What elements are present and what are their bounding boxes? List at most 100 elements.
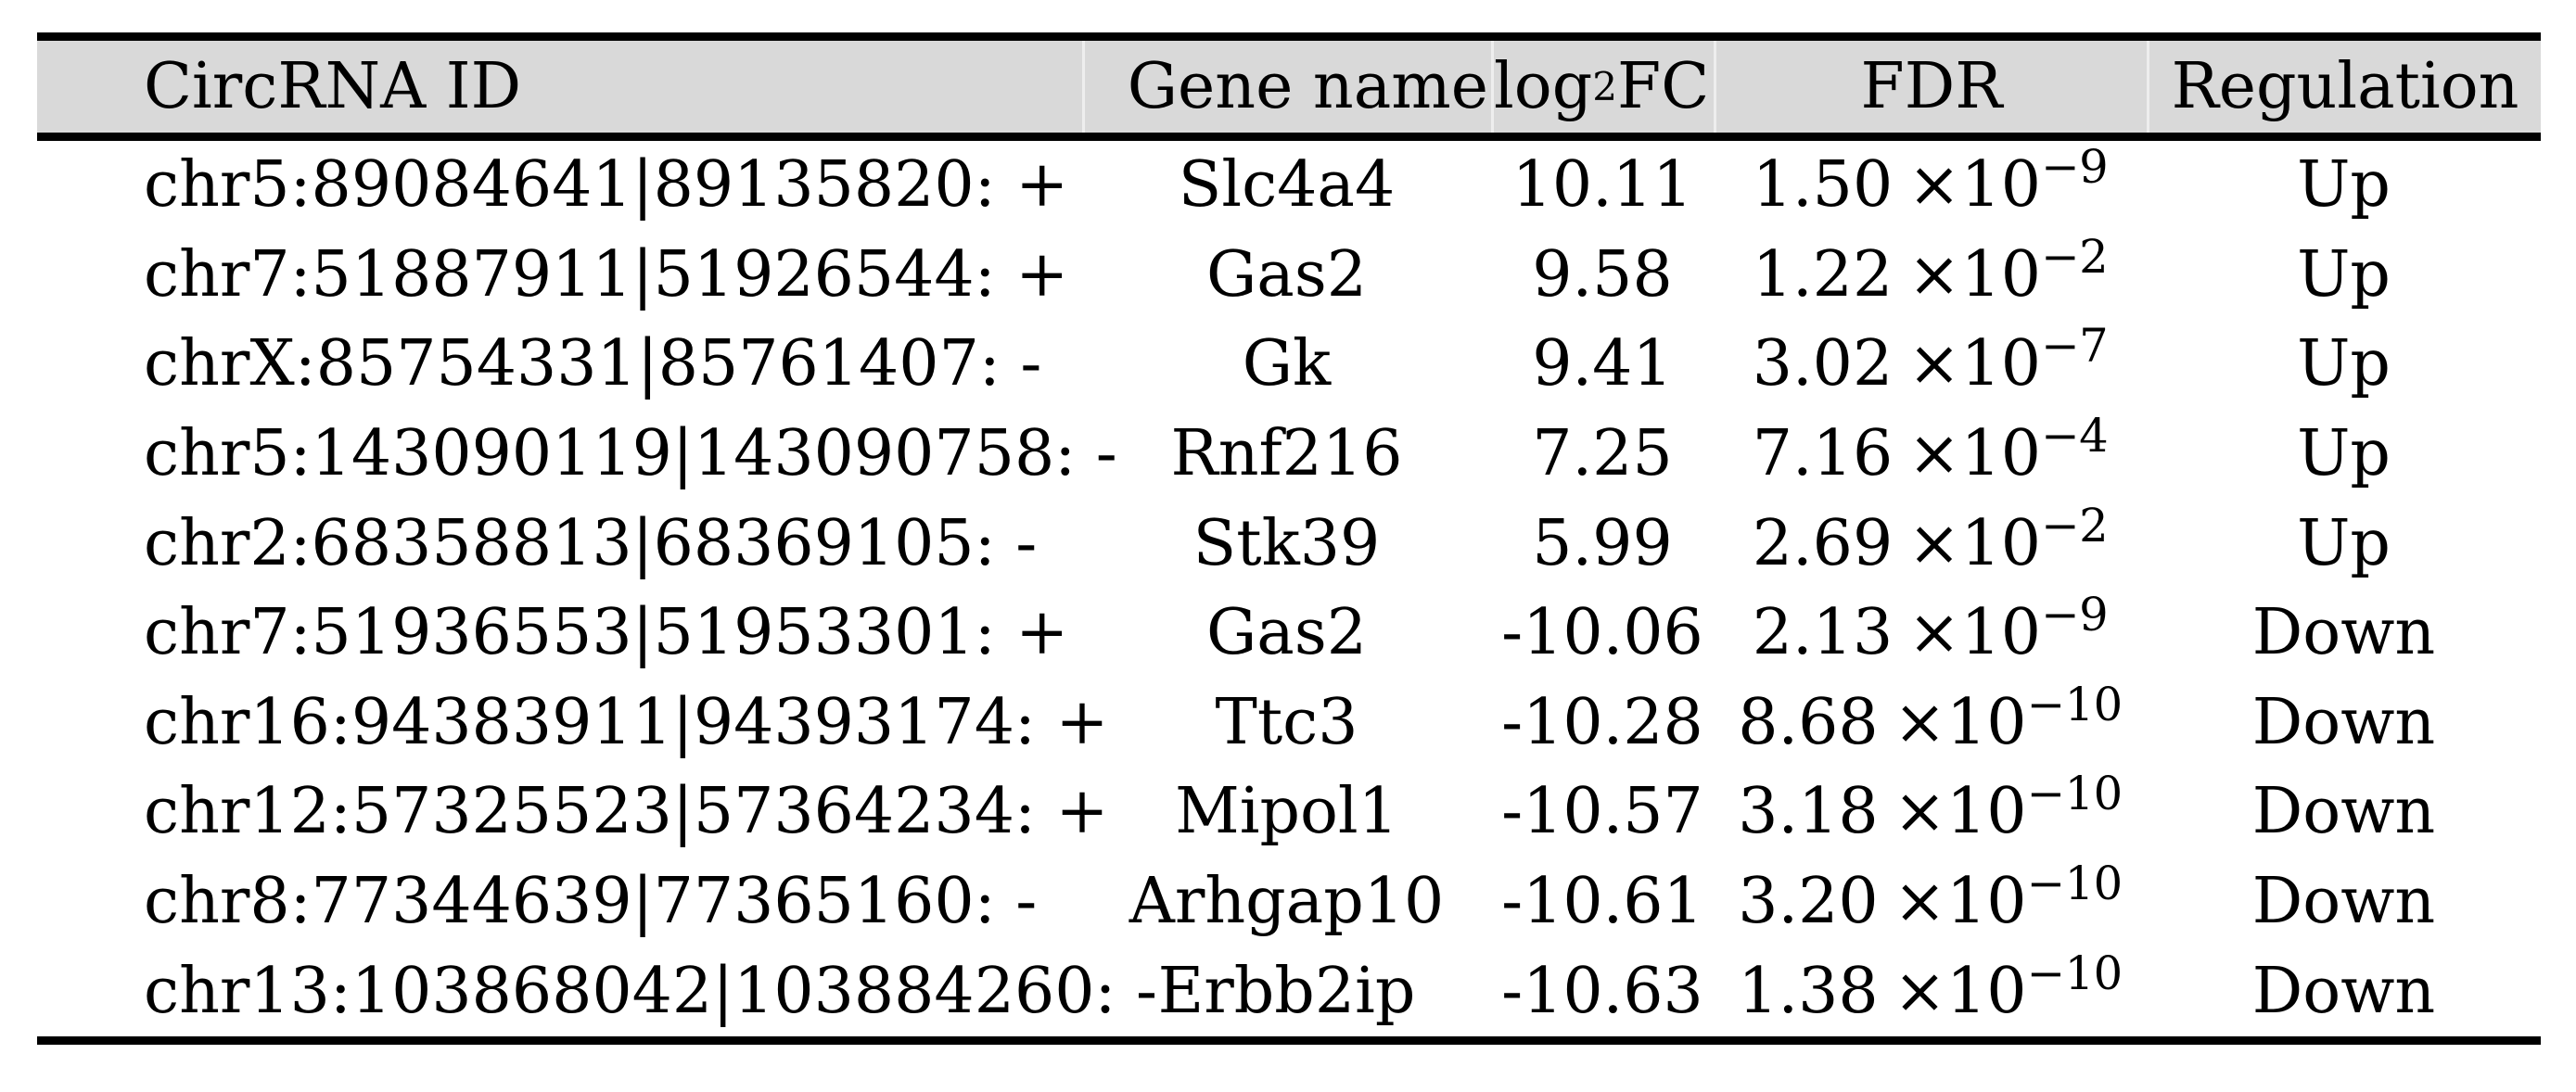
regulation-cell: Down: [2251, 865, 2436, 939]
fdr-cell: 1.38 ×10−10: [1714, 950, 2147, 1023]
fdr-cell: 2.69 ×10−2: [1714, 502, 2147, 576]
gene-name-cell: Gas2: [1205, 596, 1368, 670]
fdr-mantissa: 1.22: [1752, 237, 1894, 311]
fdr-mantissa: 1.38: [1738, 954, 1879, 1028]
circrna-id-cell: chr7:51887911|51926544: +: [144, 237, 1069, 311]
fdr-exponent: −9: [2041, 588, 2109, 642]
table-row: chr16:94383911|94393174: + Ttc3 -10.28 8…: [37, 678, 2541, 768]
fdr-cell: 7.16 ×10−4: [1714, 413, 2147, 486]
fdr-mantissa: 3.20: [1738, 865, 1879, 939]
circrna-id-cell: chr8:77344639|77365160: -: [144, 865, 1038, 939]
table-row: chr12:57325523|57364234: + Mipol1 -10.57…: [37, 768, 2541, 857]
table-bottom-rule: [37, 1035, 2541, 1045]
fdr-times-ten: ×10: [1907, 237, 2042, 311]
table-row: chr8:77344639|77365160: - Arhgap10 -10.6…: [37, 857, 2541, 947]
log2fc-cell: -10.61: [1501, 865, 1703, 939]
circrna-id-cell: chr5:89084641|89135820: +: [144, 148, 1069, 222]
log2fc-label-post: FC: [1617, 49, 1710, 123]
fdr-cell: 3.02 ×10−7: [1714, 324, 2147, 396]
fdr-exponent: −2: [2041, 498, 2109, 552]
log2fc-cell: -10.57: [1501, 775, 1703, 849]
table-row: chr5:89084641|89135820: + Slc4a4 10.11 1…: [37, 141, 2541, 231]
gene-name-cell: Gas2: [1205, 237, 1368, 311]
fdr-exponent: −10: [2026, 767, 2123, 821]
fdr-exponent: −10: [2026, 946, 2123, 1000]
column-header-gene-name: Gene name: [1082, 41, 1491, 133]
fdr-exponent: −2: [2041, 230, 2109, 285]
fdr-times-ten: ×10: [1893, 865, 2027, 939]
regulation-cell: Up: [2297, 417, 2391, 491]
table-row: chr5:143090119|143090758: - Rnf216 7.25 …: [37, 409, 2541, 500]
fdr-cell: 1.50 ×10−9: [1714, 145, 2147, 217]
fdr-mantissa: 2.69: [1752, 506, 1894, 580]
table-row: chr7:51936553|51953301: + Gas2 -10.06 2.…: [37, 588, 2541, 679]
regulation-cell: Down: [2251, 954, 2436, 1028]
fdr-times-ten: ×10: [1907, 327, 2042, 401]
column-header-regulation: Regulation: [2147, 41, 2541, 133]
fdr-mantissa: 3.18: [1738, 775, 1879, 849]
fdr-exponent: −7: [2041, 319, 2109, 374]
gene-name-cell: Arhgap10: [1129, 865, 1445, 939]
table-top-rule: [37, 32, 2541, 41]
log2fc-cell: 10.11: [1511, 148, 1693, 222]
log2fc-cell: -10.06: [1501, 596, 1703, 670]
circrna-id-cell: chr12:57325523|57364234: +: [144, 775, 1109, 849]
regulation-cell: Down: [2251, 775, 2436, 849]
fdr-mantissa: 2.13: [1752, 596, 1894, 670]
regulation-cell: Down: [2251, 596, 2436, 670]
fdr-times-ten: ×10: [1893, 775, 2027, 849]
fdr-mantissa: 7.16: [1752, 417, 1894, 491]
circrna-id-cell: chrX:85754331|85761407: -: [144, 327, 1042, 401]
circrna-table: CircRNA ID Gene name log 2 FC FDR Regulati…: [37, 32, 2541, 1045]
circrna-id-cell: chr13:103868042|103884260: -: [144, 954, 1157, 1028]
regulation-cell: Up: [2297, 506, 2391, 580]
table-row: chr13:103868042|103884260: - Erbb2ip -10…: [37, 946, 2541, 1036]
regulation-cell: Up: [2297, 148, 2391, 222]
log2fc-cell: 7.25: [1532, 417, 1673, 491]
table-row: chrX:85754331|85761407: - Gk 9.41 3.02 ×1…: [37, 320, 2541, 410]
fdr-times-ten: ×10: [1907, 417, 2042, 491]
fdr-times-ten: ×10: [1907, 148, 2042, 222]
regulation-cell: Up: [2297, 327, 2391, 401]
fdr-exponent: −10: [2026, 857, 2123, 911]
log2fc-cell: -10.63: [1501, 954, 1703, 1028]
fdr-times-ten: ×10: [1907, 506, 2042, 580]
gene-name-cell: Mipol1: [1175, 775, 1398, 849]
column-header-log2fc: log 2 FC: [1491, 41, 1714, 133]
log2fc-cell: 5.99: [1532, 506, 1673, 580]
fdr-cell: 1.22 ×10−2: [1714, 234, 2147, 307]
column-header-circrna-id: CircRNA ID: [144, 49, 522, 123]
gene-name-cell: Rnf216: [1170, 417, 1403, 491]
column-header-fdr: FDR: [1714, 41, 2147, 133]
fdr-times-ten: ×10: [1907, 596, 2042, 670]
table-row: chr2:68358813|68369105: - Stk39 5.99 2.6…: [37, 499, 2541, 589]
circrna-id-cell: chr2:68358813|68369105: -: [144, 506, 1038, 580]
log2fc-cell: 9.41: [1532, 327, 1673, 401]
fdr-exponent: −4: [2041, 409, 2109, 463]
gene-name-cell: Gk: [1242, 327, 1332, 401]
fdr-cell: 3.18 ×10−10: [1714, 771, 2147, 844]
gene-name-cell: Erbb2ip: [1157, 954, 1416, 1028]
fdr-cell: 2.13 ×10−9: [1714, 592, 2147, 665]
circrna-id-cell: chr7:51936553|51953301: +: [144, 596, 1069, 670]
fdr-exponent: −10: [2026, 678, 2123, 732]
fdr-mantissa: 8.68: [1738, 685, 1879, 759]
fdr-exponent: −9: [2041, 140, 2109, 195]
fdr-cell: 8.68 ×10−10: [1714, 681, 2147, 755]
table-row: chr7:51887911|51926544: + Gas2 9.58 1.22…: [37, 230, 2541, 321]
regulation-cell: Down: [2251, 685, 2436, 759]
fdr-times-ten: ×10: [1893, 685, 2027, 759]
fdr-times-ten: ×10: [1893, 954, 2027, 1028]
gene-name-cell: Stk39: [1192, 506, 1381, 580]
table-body: chr5:89084641|89135820: + Slc4a4 10.11 1…: [37, 141, 2541, 1036]
fdr-mantissa: 1.50: [1752, 148, 1894, 222]
gene-name-cell: Ttc3: [1215, 685, 1358, 759]
regulation-cell: Up: [2297, 237, 2391, 311]
circrna-id-cell: chr5:143090119|143090758: -: [144, 417, 1117, 491]
log2fc-cell: -10.28: [1501, 685, 1703, 759]
circrna-id-cell: chr16:94383911|94393174: +: [144, 685, 1109, 759]
gene-name-cell: Slc4a4: [1178, 148, 1396, 222]
log2fc-label-pre: log: [1494, 49, 1593, 123]
table-header-bottom-rule: [37, 133, 2541, 141]
